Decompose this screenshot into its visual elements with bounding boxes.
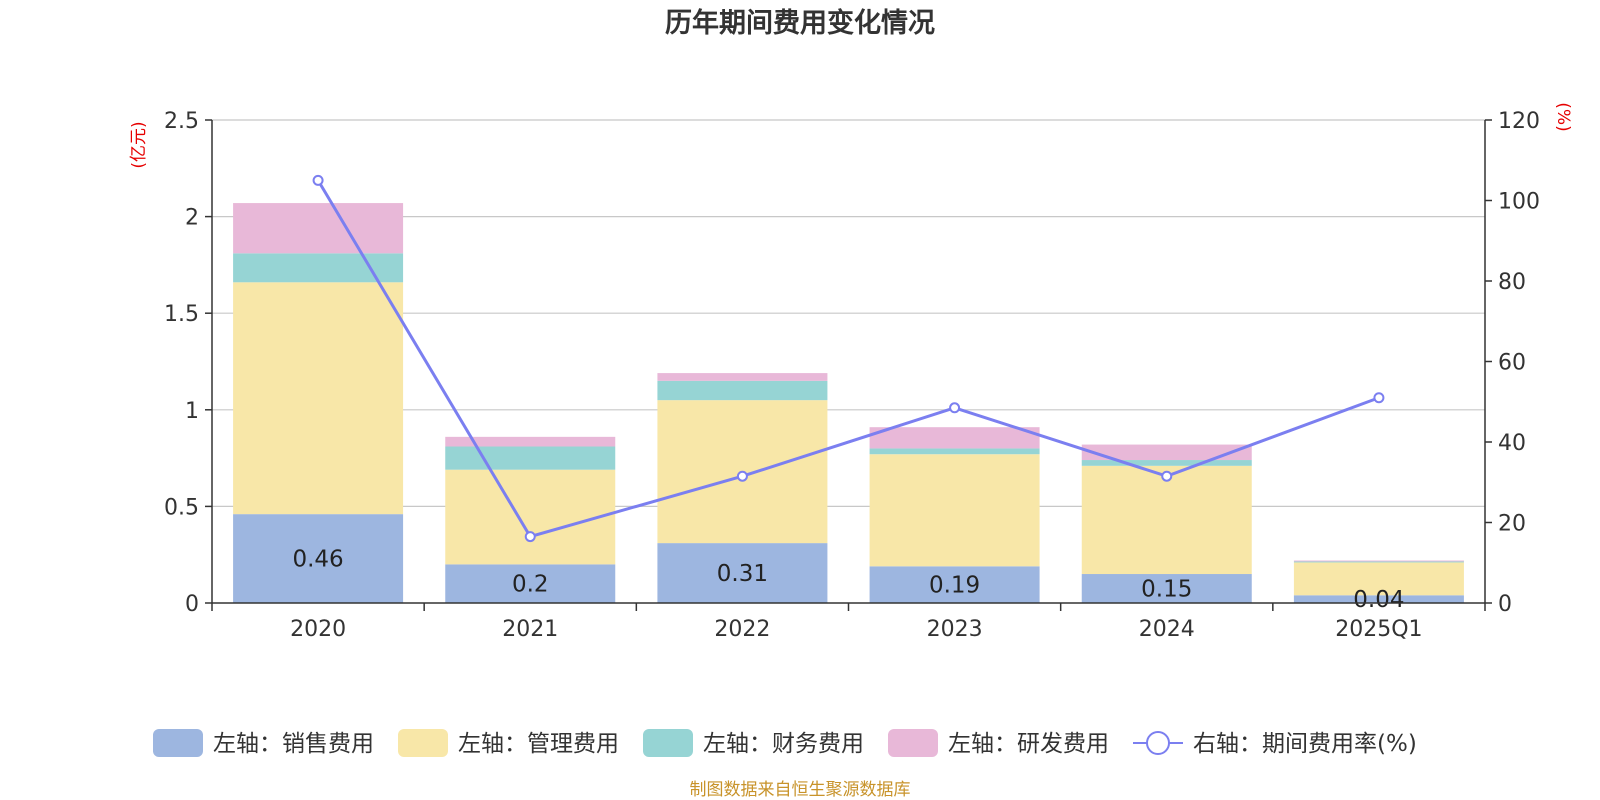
x-axis-tick-label: 2020 [290, 617, 346, 642]
legend: 左轴：销售费用 左轴：管理费用 左轴：财务费用 左轴：研发费用 右轴：期间费用率(%) [153, 729, 1417, 757]
bar-data-label: 0.31 [717, 561, 768, 587]
right-axis-tick-label: 60 [1498, 351, 1526, 376]
right-axis-tick-label: 20 [1498, 512, 1526, 537]
bar-segment [1081, 465, 1252, 575]
left-axis-unit: (亿元) [129, 121, 149, 168]
line-point [949, 402, 961, 414]
left-axis-tick-label: 1.5 [164, 302, 199, 327]
bar-segment [445, 446, 616, 470]
legend-marker-swatch [1146, 731, 1170, 755]
grid-lines [212, 119, 1485, 507]
bar-segment [1293, 561, 1464, 563]
bar-segment [657, 380, 828, 401]
line-path [316, 179, 1380, 539]
left-axis-tick-label: 0 [185, 592, 199, 617]
bar-segment [445, 469, 616, 565]
line-point [312, 174, 324, 186]
bar-data-label: 0.2 [512, 572, 549, 598]
bar-segment [1293, 562, 1464, 596]
axes: 0 0.5 1 1.5 2 2.5 0 20 40 60 80 100 120 2020 2021 2022 2… [164, 109, 1540, 642]
bar-segment [445, 564, 616, 603]
legend-label: 左轴：财务费用 [703, 731, 864, 757]
x-axis-tick-label: 2023 [927, 617, 983, 642]
legend-label: 左轴：销售费用 [213, 731, 374, 757]
x-axis-tick-label: 2022 [714, 617, 770, 642]
right-axis-tick-label: 0 [1498, 592, 1512, 617]
left-axis-tick-label: 2.5 [164, 109, 199, 134]
bar-segment [869, 566, 1040, 603]
bar-segment [1293, 560, 1464, 562]
bar-segment [233, 282, 404, 515]
right-axis-tick-label: 120 [1498, 109, 1540, 134]
bar-segment [657, 373, 828, 381]
bar-segment [1081, 574, 1252, 603]
legend-label: 右轴：期间费用率(%) [1193, 731, 1417, 757]
bar-data-label: 0.46 [292, 547, 343, 573]
right-axis-unit: (%) [1553, 102, 1573, 131]
right-axis-tick-label: 40 [1498, 431, 1526, 456]
line-point [1373, 392, 1385, 404]
legend-swatch [643, 729, 693, 757]
bar-segment [233, 203, 404, 254]
line-point [736, 470, 748, 482]
line-series [312, 174, 1385, 543]
right-axis-tick-label: 100 [1498, 190, 1540, 215]
bar-data-label: 0.15 [1141, 577, 1192, 603]
bar-segment [1293, 595, 1464, 603]
bar-segment [657, 543, 828, 603]
line-point [524, 531, 536, 543]
bar-segment [869, 454, 1040, 567]
x-axis-tick-label: 2024 [1139, 617, 1195, 642]
left-axis-tick-label: 2 [185, 206, 199, 231]
legend-label: 左轴：研发费用 [948, 731, 1109, 757]
bar-segment [869, 448, 1040, 455]
legend-swatch [888, 729, 938, 757]
left-axis-tick-label: 1 [185, 399, 199, 424]
line-point [1161, 470, 1173, 482]
x-axis-tick-label: 2021 [502, 617, 558, 642]
legend-label: 左轴：管理费用 [458, 731, 619, 757]
bar-segment [1081, 460, 1252, 466]
bar-data-labels: 0.46 0.2 0.31 0.19 0.15 0.04 [292, 547, 1404, 614]
bar-data-label: 0.19 [929, 573, 980, 599]
source-note: 制图数据来自恒生聚源数据库 [690, 780, 911, 800]
bar-segment [1081, 444, 1252, 461]
x-axis-tick-label: 2025Q1 [1335, 617, 1422, 642]
right-axis-tick-label: 80 [1498, 270, 1526, 295]
bar-data-label: 0.04 [1353, 587, 1404, 613]
bar-series [233, 203, 1464, 603]
left-axis-tick-label: 0.5 [164, 495, 199, 520]
bar-segment [869, 427, 1040, 449]
legend-swatch [153, 729, 203, 757]
chart-title: 历年期间费用变化情况 [665, 7, 935, 39]
bar-segment [445, 436, 616, 447]
legend-swatch [398, 729, 448, 757]
bar-segment [233, 514, 404, 603]
